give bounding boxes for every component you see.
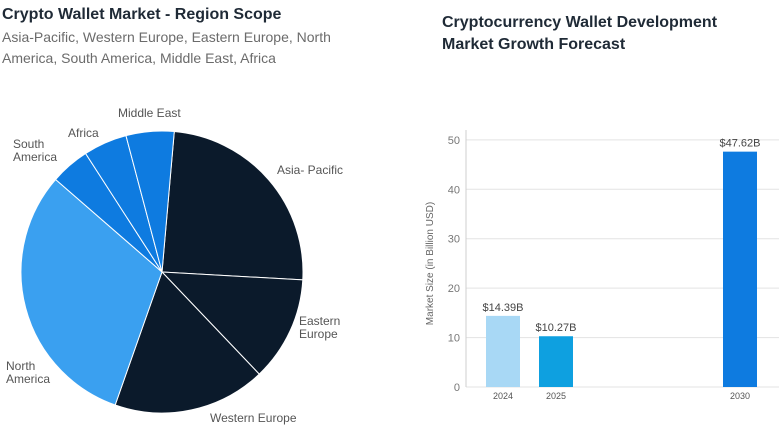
bar-2025: [539, 336, 573, 387]
pie-chart-title: Crypto Wallet Market - Region Scope: [2, 6, 282, 23]
pie-label-middle-east: Middle East: [118, 106, 181, 120]
bar-2030: [723, 151, 757, 387]
pie-label-asia-pacific: Asia- Pacific: [277, 163, 343, 177]
x-tick-label-2030: 2030: [730, 391, 750, 401]
pie-label-eastern-europe: Eastern Europe: [299, 314, 340, 341]
pie-label-africa: Africa: [68, 126, 99, 140]
y-tick-label: 10: [448, 333, 460, 345]
pie-label-north-america: North America: [6, 359, 50, 386]
pie-chart-subtitle: Asia-Pacific, Western Europe, Eastern Eu…: [2, 29, 331, 66]
y-axis-label: Market Size (in Billion USD): [425, 202, 436, 325]
pie-slice-asia-pacific: [161, 130, 304, 281]
bar-chart-title: Cryptocurrency Wallet Development Market…: [442, 12, 762, 56]
x-tick-label-2025: 2025: [546, 391, 566, 401]
x-tick-label-2024: 2024: [493, 391, 513, 401]
y-tick-label: 20: [448, 283, 460, 295]
bar-value-label-2030: $47.62B: [720, 138, 761, 150]
pie-slice-western-europe: [114, 271, 260, 414]
pie-label-south-america: South America: [13, 137, 57, 164]
pie-slice-north-america: [20, 178, 163, 406]
pie-slice-eastern-europe: [160, 271, 304, 375]
bar-chart-title-line1: Cryptocurrency Wallet Development: [442, 14, 718, 31]
y-tick-label: 0: [454, 382, 460, 394]
bar-chart-title-line2: Market Growth Forecast: [442, 36, 626, 53]
pie-slice-middle-east: [125, 130, 175, 273]
y-tick-label: 30: [448, 234, 460, 246]
bar-panel: Cryptocurrency Wallet Development Market…: [400, 0, 779, 425]
bar-value-label-2025: $10.27B: [536, 322, 577, 334]
y-tick-label: 50: [448, 135, 460, 147]
y-tick-label: 40: [448, 184, 460, 196]
pie-panel: Crypto Wallet Market - Region Scope Asia…: [2, 6, 343, 425]
pie-label-western-europe: Western Europe: [210, 411, 297, 425]
bar-2024: [486, 315, 520, 387]
bar-value-label-2024: $14.39B: [483, 302, 524, 314]
pie-chart: Asia- Pacific Eastern Europe Western Europe…: [6, 106, 343, 425]
